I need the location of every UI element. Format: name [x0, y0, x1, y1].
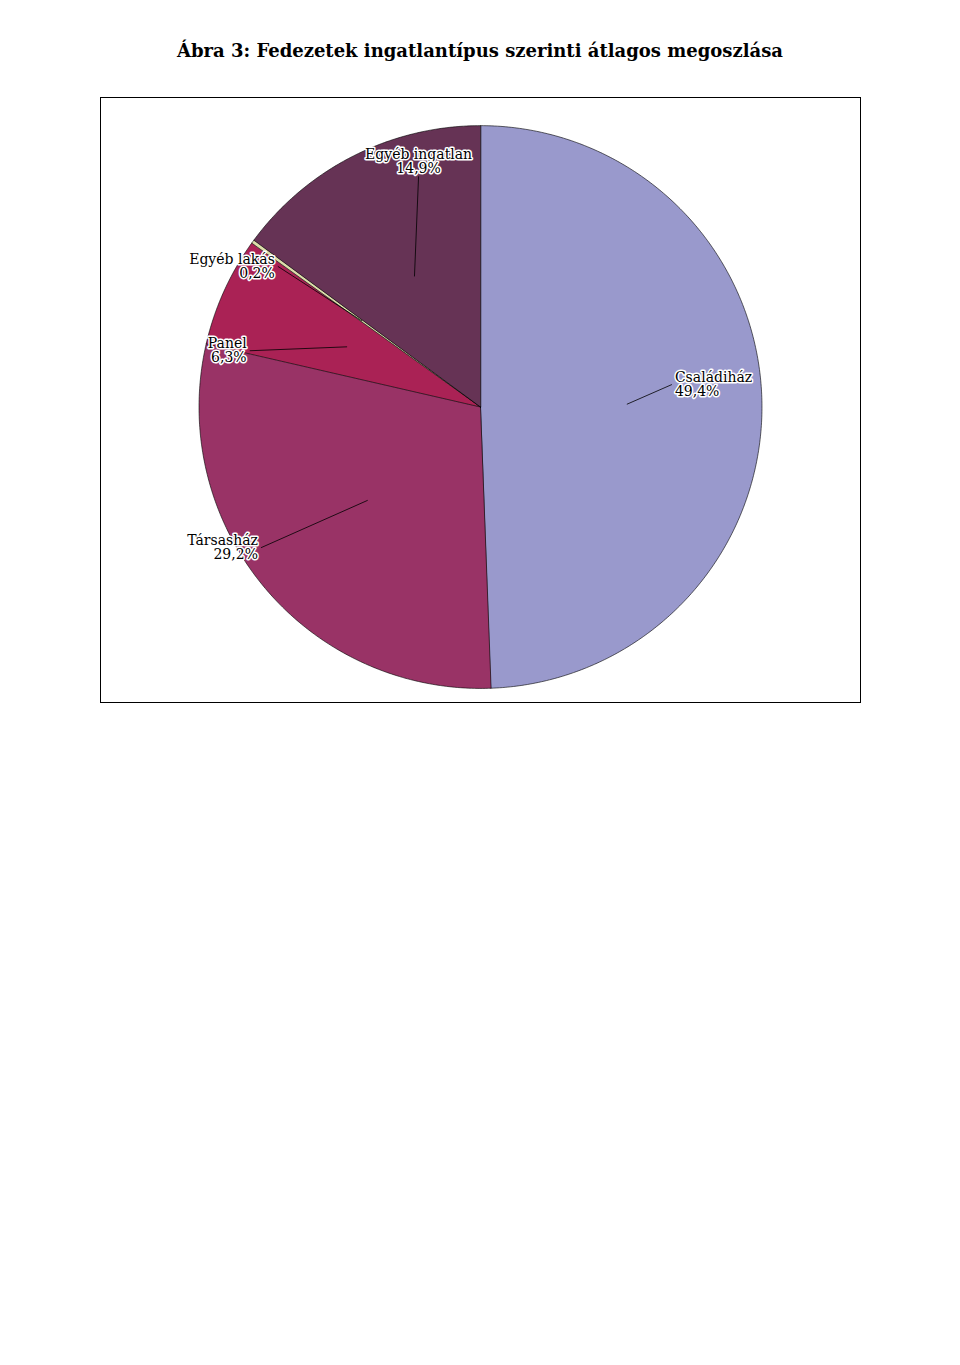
- svg-text:Panel6,3%: Panel6,3%: [208, 335, 247, 365]
- svg-text:Egyéb lakás0,2%: Egyéb lakás0,2%: [189, 251, 275, 281]
- svg-text:Családiház49,4%: Családiház49,4%: [675, 369, 752, 399]
- html-text:Ábra 3: Fedezetek ingatlantípu: Ábra 3: Fedezetek ingatlantípus szerinti…: [177, 40, 783, 61]
- svg-text:Társasház29,2%: Társasház29,2%: [187, 532, 258, 562]
- svg-text:Egyéb ingatlan14,9%: Egyéb ingatlan14,9%: [365, 146, 472, 176]
